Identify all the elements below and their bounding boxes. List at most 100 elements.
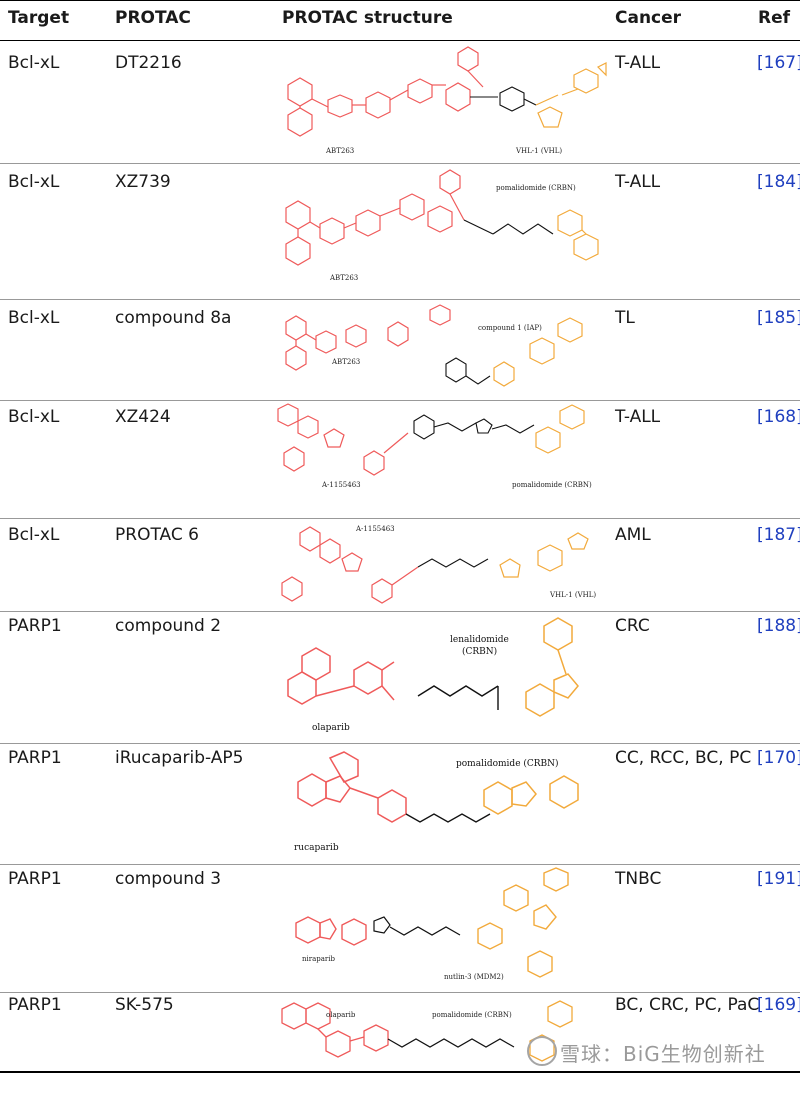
structure-label: olaparib — [326, 1011, 356, 1019]
row-divider — [0, 992, 800, 993]
ref-number: 188 — [763, 616, 797, 636]
structure-label: A-1155463 — [355, 525, 395, 533]
row-cancer: TNBC — [615, 869, 662, 889]
header-rule — [0, 40, 800, 41]
structure-drawing: pomalidomide (CRBN) rucaparib — [294, 751, 579, 853]
row-target: Bcl-xL — [8, 407, 60, 427]
row-cancer: T-ALL — [615, 407, 661, 427]
table-row: Bcl-xL XZ424 T-ALL [168] A-1155463 pomal… — [0, 401, 800, 518]
row-ref[interactable]: [191] — [757, 869, 800, 889]
row-target: PARP1 — [8, 869, 62, 889]
row-protac: compound 3 — [115, 869, 222, 889]
structure-label: pomalidomide (CRBN) — [456, 758, 559, 769]
row-divider — [0, 518, 800, 519]
table-row: Bcl-xL XZ739 T-ALL [184] pomalidomide — [0, 164, 800, 299]
structure-drawing: olaparib pomalidomide (CRBN) — [281, 1000, 573, 1062]
header-target: Target — [8, 8, 70, 28]
structure-drawing: A-1155463 pomalidomide (CRBN) — [277, 403, 592, 489]
row-target: Bcl-xL — [8, 172, 60, 192]
row-protac: XZ424 — [115, 407, 171, 427]
row-cancer: T-ALL — [615, 53, 661, 73]
row-protac: SK-575 — [115, 995, 174, 1015]
row-protac: XZ739 — [115, 172, 171, 192]
table-row: PARP1 compound 3 TNBC [191] niraparib nu… — [0, 865, 800, 992]
top-rule — [0, 0, 800, 1]
row-protac: compound 8a — [115, 308, 232, 328]
row-divider — [0, 743, 800, 744]
structure-label: pomalidomide (CRBN) — [512, 481, 592, 489]
structure-label: (CRBN) — [462, 646, 497, 657]
bottom-rule — [0, 1071, 800, 1073]
table-row: PARP1 SK-575 BC, CRC, PC, PaC [169] olap… — [0, 993, 800, 1071]
structure-drawing: niraparib nutlin-3 (MDM2) — [295, 867, 569, 981]
row-divider — [0, 864, 800, 865]
row-ref[interactable]: [167] — [757, 53, 800, 73]
structure-drawing: A-1155463 VHL-1 (VHL) — [281, 525, 596, 604]
row-protac: iRucaparib-AP5 — [115, 748, 244, 768]
ref-number: 168 — [763, 407, 797, 427]
table-row: PARP1 iRucaparib-AP5 CC, RCC, BC, PC [17… — [0, 744, 800, 864]
row-ref[interactable]: [187] — [757, 525, 800, 545]
header-cancer: Cancer — [615, 8, 682, 28]
structure-label: ABT263 — [329, 274, 358, 282]
watermark-logo-icon — [527, 1036, 557, 1066]
row-target: PARP1 — [8, 748, 62, 768]
row-ref[interactable]: [168] — [757, 407, 800, 427]
structure-label: pomalidomide (CRBN) — [432, 1011, 512, 1019]
structure-label: VHL-1 (VHL) — [549, 591, 596, 599]
ref-number: 187 — [763, 525, 797, 545]
ref-number: 170 — [763, 748, 797, 768]
row-target: Bcl-xL — [8, 53, 60, 73]
structure-label: ABT263 — [331, 358, 360, 366]
row-cancer: CRC — [615, 616, 650, 636]
row-divider — [0, 163, 800, 164]
structure-drawing: pomalidomide (CRBN) ABT263 — [285, 169, 599, 282]
row-cancer: TL — [615, 308, 635, 328]
row-target: Bcl-xL — [8, 525, 60, 545]
header-protac: PROTAC — [115, 8, 191, 28]
table-row: PARP1 compound 2 CRC [188] lenalidomide … — [0, 612, 800, 743]
structure-label: VHL-1 (VHL) — [515, 147, 562, 155]
row-ref[interactable]: [188] — [757, 616, 800, 636]
header-ref: Ref — [758, 8, 791, 28]
table-row: Bcl-xL compound 8a TL [185] compound 1 (… — [0, 300, 800, 400]
table-row: Bcl-xL DT2216 T-ALL [167] — [0, 41, 800, 163]
row-cancer: T-ALL — [615, 172, 661, 192]
ref-number: 167 — [763, 53, 797, 73]
row-cancer: CC, RCC, BC, PC — [615, 748, 752, 768]
structure-label: olaparib — [312, 723, 350, 733]
table-header: Target PROTAC PROTAC structure Cancer Re… — [0, 0, 800, 40]
row-ref[interactable]: [169] — [757, 995, 800, 1015]
structure-drawing: lenalidomide (CRBN) olaparib — [287, 617, 579, 733]
ref-number: 191 — [763, 869, 797, 889]
row-target: PARP1 — [8, 995, 62, 1015]
watermark-text: 雪球：BiG生物创新社 — [560, 1042, 766, 1066]
row-divider — [0, 299, 800, 300]
row-cancer: AML — [615, 525, 651, 545]
table-row: Bcl-xL PROTAC 6 AML [187] A-1155463 VHL-… — [0, 519, 800, 611]
header-structure: PROTAC structure — [282, 8, 453, 28]
structure-label: rucaparib — [294, 843, 339, 853]
structure-label: nutlin-3 (MDM2) — [444, 973, 504, 981]
row-ref[interactable]: [184] — [757, 172, 800, 192]
structure-drawing: compound 1 (IAP) ABT263 — [285, 304, 583, 387]
ref-number: 184 — [763, 172, 797, 192]
ref-number: 185 — [763, 308, 797, 328]
structure-label: niraparib — [302, 955, 336, 963]
row-protac: DT2216 — [115, 53, 182, 73]
row-cancer: BC, CRC, PC, PaC — [615, 995, 760, 1015]
row-target: PARP1 — [8, 616, 62, 636]
structure-label: pomalidomide (CRBN) — [496, 184, 576, 192]
ref-number: 169 — [763, 995, 797, 1015]
structure-label: lenalidomide — [450, 635, 509, 645]
structure-label: compound 1 (IAP) — [478, 324, 542, 332]
row-target: Bcl-xL — [8, 308, 60, 328]
structure-label: A-1155463 — [321, 481, 361, 489]
structure-drawing: ABT263 VHL-1 (VHL) — [287, 46, 607, 155]
row-divider — [0, 611, 800, 612]
structure-label: ABT263 — [325, 147, 354, 155]
row-ref[interactable]: [185] — [757, 308, 800, 328]
row-protac: PROTAC 6 — [115, 525, 199, 545]
row-protac: compound 2 — [115, 616, 222, 636]
row-ref[interactable]: [170] — [757, 748, 800, 768]
